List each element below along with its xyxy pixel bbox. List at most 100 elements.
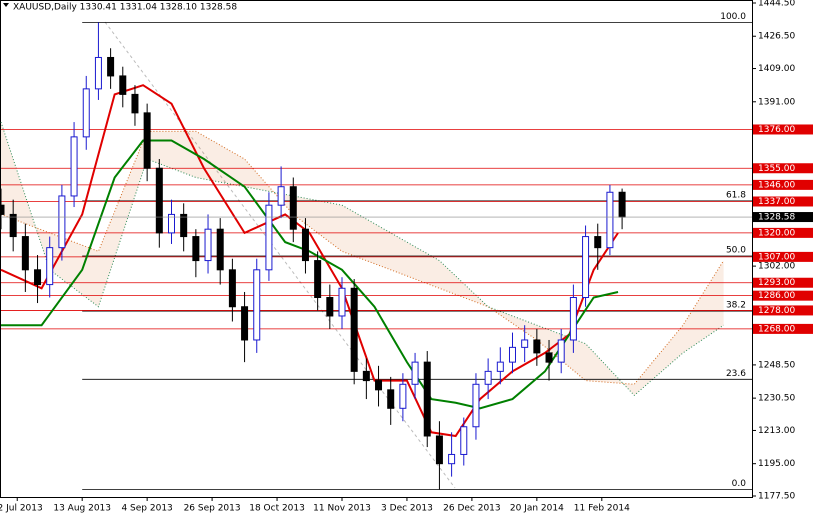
y-tick-label: 1444.50 bbox=[758, 0, 795, 9]
level-label: 1278.00 bbox=[758, 306, 795, 316]
candle-body bbox=[460, 426, 468, 455]
level-label: 1337.00 bbox=[758, 197, 795, 207]
last-price-tag bbox=[753, 212, 813, 223]
x-tick-label: 22 Jul 2013 bbox=[0, 504, 43, 514]
candle-body bbox=[496, 361, 504, 372]
level-tag bbox=[753, 305, 813, 316]
x-tick-label: 26 Sep 2013 bbox=[184, 504, 241, 514]
candle-body bbox=[265, 204, 273, 271]
level-label: 1307.00 bbox=[758, 252, 795, 262]
candle-body bbox=[533, 339, 541, 354]
candle-body bbox=[9, 213, 17, 238]
candle-body bbox=[399, 383, 407, 409]
x-tick-label: 26 Dec 2013 bbox=[443, 504, 501, 514]
candle-body bbox=[314, 260, 322, 299]
last-price-label: 1328.58 bbox=[758, 213, 795, 223]
cloud-fill bbox=[1, 122, 724, 396]
level-tag bbox=[753, 196, 813, 207]
candle-body bbox=[107, 56, 115, 77]
y-tick-label: 1302.00 bbox=[758, 262, 795, 272]
candle-body bbox=[448, 453, 456, 465]
candle-body bbox=[326, 297, 334, 317]
level-tag bbox=[753, 124, 813, 135]
candle-body bbox=[228, 269, 236, 308]
x-tick-label: 3 Dec 2013 bbox=[381, 504, 433, 514]
candle-body bbox=[350, 287, 358, 372]
level-tag bbox=[753, 323, 813, 334]
level-tag bbox=[753, 277, 813, 288]
chart-title: XAUUSD,Daily 1330.41 1331.04 1328.10 132… bbox=[13, 3, 237, 13]
y-tick-label: 1177.50 bbox=[758, 492, 795, 502]
candle-body bbox=[557, 339, 565, 363]
candle-body bbox=[301, 228, 309, 262]
y-tick-label: 1213.00 bbox=[758, 426, 795, 436]
level-tag bbox=[753, 179, 813, 190]
candle-body bbox=[192, 236, 200, 262]
y-tick-label: 1195.00 bbox=[758, 459, 795, 469]
candle-body bbox=[143, 112, 151, 169]
candle-body bbox=[82, 88, 90, 138]
candle-body bbox=[362, 370, 370, 382]
candle-body bbox=[484, 370, 492, 385]
fib-label: 61.8 bbox=[726, 190, 746, 200]
level-tag bbox=[753, 227, 813, 238]
candle-body bbox=[387, 389, 395, 409]
menu-arrow bbox=[3, 3, 9, 7]
kijun-line bbox=[1, 139, 619, 410]
candle-body bbox=[58, 195, 66, 249]
candle-body bbox=[618, 191, 626, 218]
x-tick-label: 18 Oct 2013 bbox=[249, 504, 305, 514]
candle-body bbox=[34, 269, 42, 286]
candle-body bbox=[375, 380, 383, 391]
candle-body bbox=[180, 213, 188, 238]
level-tag bbox=[753, 251, 813, 262]
candle-body bbox=[569, 297, 577, 341]
level-tag bbox=[753, 163, 813, 174]
candle-body bbox=[594, 236, 602, 249]
level-label: 1293.00 bbox=[758, 278, 795, 288]
candle-body bbox=[411, 361, 419, 385]
level-label: 1346.00 bbox=[758, 180, 795, 190]
level-label: 1286.00 bbox=[758, 291, 795, 301]
candle-body bbox=[204, 228, 212, 262]
x-tick-label: 11 Nov 2013 bbox=[313, 504, 371, 514]
candle-body bbox=[155, 167, 163, 234]
candle-body bbox=[131, 93, 139, 114]
candle-body bbox=[167, 213, 175, 234]
y-tick-label: 1391.00 bbox=[758, 97, 795, 107]
candle-body bbox=[545, 352, 553, 363]
fib-label: 23.6 bbox=[726, 369, 746, 379]
candle-body bbox=[216, 228, 224, 271]
candle-body bbox=[94, 56, 102, 90]
candle-body bbox=[582, 236, 590, 299]
candle-body bbox=[46, 247, 54, 286]
level-label: 1355.00 bbox=[758, 164, 795, 174]
candle-body bbox=[521, 339, 529, 348]
x-tick-label: 13 Aug 2013 bbox=[53, 504, 111, 514]
level-label: 1320.00 bbox=[758, 228, 795, 238]
candle-body bbox=[277, 186, 285, 206]
cloud-span-a bbox=[0, 130, 725, 385]
candle-body bbox=[21, 236, 29, 271]
candle-body bbox=[241, 306, 249, 341]
fib-label: 38.2 bbox=[726, 301, 746, 311]
candle-body bbox=[338, 287, 346, 317]
fib-label: 100.0 bbox=[720, 12, 746, 22]
x-tick-label: 4 Sep 2013 bbox=[121, 504, 172, 514]
fib-label: 50.0 bbox=[726, 245, 746, 255]
candle-body bbox=[472, 383, 480, 428]
y-tick-label: 1230.50 bbox=[758, 394, 795, 404]
candle-body bbox=[606, 191, 614, 249]
level-label: 1376.00 bbox=[758, 125, 795, 135]
candle-body bbox=[70, 136, 78, 197]
fib-label: 0.0 bbox=[732, 479, 747, 489]
y-tick-label: 1409.00 bbox=[758, 64, 795, 74]
candle-body bbox=[435, 435, 443, 465]
candle-body bbox=[119, 75, 127, 95]
level-label: 1268.00 bbox=[758, 324, 795, 334]
x-tick-label: 20 Jan 2014 bbox=[510, 504, 564, 514]
trend-line bbox=[104, 21, 456, 489]
y-tick-label: 1426.50 bbox=[758, 32, 795, 42]
candle-body bbox=[423, 361, 431, 437]
